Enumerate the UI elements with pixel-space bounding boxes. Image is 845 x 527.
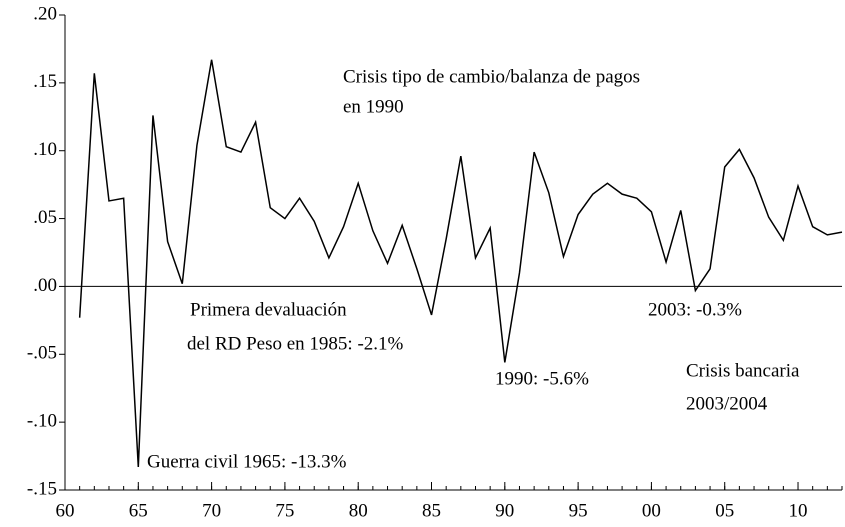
y-tick-label: -.10 (27, 411, 57, 432)
y-tick-label: .20 (33, 3, 57, 24)
annotation: Crisis bancaria (686, 360, 800, 381)
data-line (78, 59, 843, 467)
x-tick-label: 80 (349, 500, 368, 521)
x-tick-label: 60 (56, 500, 75, 521)
annotation: en 1990 (343, 96, 404, 117)
annotation: 2003/2004 (686, 393, 768, 414)
x-tick-label: 65 (129, 500, 148, 521)
x-tick-label: 95 (569, 500, 588, 521)
annotation: Crisis tipo de cambio/balanza de pagos (343, 66, 640, 87)
annotation: 1990: -5.6% (495, 368, 589, 389)
y-tick-label: .15 (33, 71, 57, 92)
x-tick-label: 75 (275, 500, 294, 521)
annotation: 2003: -0.3% (648, 299, 742, 320)
y-tick-label: -.15 (27, 478, 57, 499)
x-tick-label: 05 (715, 500, 734, 521)
x-tick-label: 85 (422, 500, 441, 521)
annotation: Primera devaluación (190, 299, 347, 320)
annotation: del RD Peso en 1985: -2.1% (187, 333, 404, 354)
y-tick-label: -.05 (27, 343, 57, 364)
x-tick-label: 00 (642, 500, 661, 521)
y-tick-label: .10 (33, 139, 57, 160)
y-tick-label: .05 (33, 207, 57, 228)
x-tick-label: 10 (789, 500, 808, 521)
annotation: Guerra civil 1965: -13.3% (147, 451, 347, 472)
x-tick-label: 90 (495, 500, 514, 521)
x-tick-label: 70 (202, 500, 221, 521)
y-tick-label: .00 (33, 275, 57, 296)
